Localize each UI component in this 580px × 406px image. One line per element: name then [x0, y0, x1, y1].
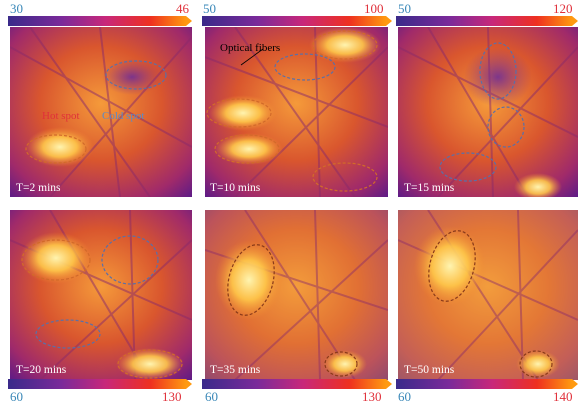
colorbar-1 — [8, 16, 192, 26]
colorbar-1-max: 46 — [176, 1, 189, 16]
colorbar-3-max: 120 — [553, 1, 573, 16]
colorbar-3 — [396, 16, 578, 26]
colorbar-5-max: 130 — [362, 389, 382, 404]
colorbar-4 — [8, 379, 192, 389]
colorbar-2-min: 50 — [203, 1, 216, 16]
thermal-panel-5 — [205, 210, 388, 380]
time-label-1: T=2 mins — [16, 182, 61, 194]
thermal-panel-3 — [398, 27, 578, 197]
colorbar-5-min: 60 — [205, 389, 218, 404]
hot-spot-label: Hot spot — [42, 110, 80, 122]
optical-fibers-label: Optical fibers — [220, 42, 281, 54]
colorbar-6-min: 60 — [398, 389, 411, 404]
colorbar-5 — [202, 379, 392, 389]
time-label-4: T=20 mins — [16, 364, 67, 376]
time-label-3: T=15 mins — [404, 182, 455, 194]
time-label-6: T=50 mins — [404, 364, 455, 376]
time-label-5: T=35 mins — [210, 364, 261, 376]
thermal-panel-2 — [205, 27, 388, 197]
colorbar-4-max: 130 — [162, 389, 182, 404]
thermal-panel-4 — [10, 210, 192, 380]
thermal-panel-1 — [10, 27, 192, 197]
colorbar-2-max: 100 — [364, 1, 384, 16]
colorbar-6-max: 140 — [553, 389, 573, 404]
cold-spot-label: Cold spot — [102, 110, 145, 122]
colorbar-6 — [396, 379, 578, 389]
colorbar-1-min: 30 — [10, 1, 23, 16]
colorbar-3-min: 50 — [398, 1, 411, 16]
time-label-2: T=10 mins — [210, 182, 261, 194]
colorbar-4-min: 60 — [10, 389, 23, 404]
colorbar-2 — [202, 16, 392, 26]
thermal-panel-6 — [398, 210, 578, 380]
